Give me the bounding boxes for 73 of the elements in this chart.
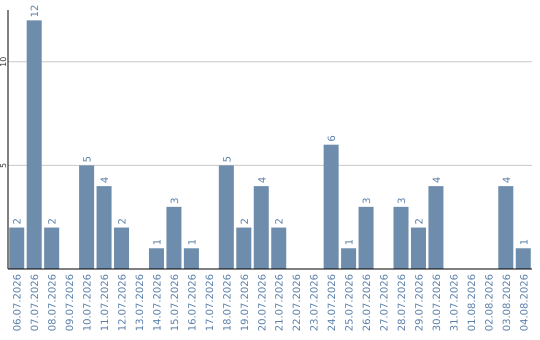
bar: [114, 228, 130, 269]
x-tick-label: 29.07.2026: [414, 274, 426, 332]
data-label: 4: [432, 176, 443, 184]
x-tick-label: 11.07.2026: [100, 274, 112, 332]
bar: [148, 248, 164, 269]
x-tick-label: 17.07.2026: [204, 274, 216, 332]
x-tick-label: 31.07.2026: [449, 274, 460, 332]
x-tick-label: 02.08.2026: [484, 274, 496, 332]
bar: [341, 248, 356, 269]
x-tick-label: 26.07.2026: [362, 274, 374, 332]
x-tick-label: 04.08.2026: [519, 274, 530, 332]
x-tick-label: 22.07.2026: [292, 274, 304, 332]
x-tick-label: 20.07.2026: [257, 274, 268, 332]
x-tick-label: 24.07.2026: [327, 274, 338, 332]
bar: [96, 186, 112, 269]
x-tick-label: 25.07.2026: [344, 274, 356, 332]
x-tick-label: 07.07.2026: [30, 274, 42, 332]
bar: [498, 186, 514, 269]
x-tick-label: 03.08.2026: [502, 274, 513, 332]
data-label: 4: [257, 176, 268, 184]
bar: [393, 206, 409, 269]
bar: [254, 186, 269, 269]
data-label: 2: [118, 218, 129, 225]
x-tick-label: 28.07.2026: [397, 274, 408, 332]
y-tick-label: 10: [0, 56, 8, 67]
data-label: 2: [274, 218, 286, 225]
data-label: 3: [397, 197, 408, 204]
x-tick-label: 01.08.2026: [466, 274, 478, 332]
bar: [271, 228, 286, 269]
bar: [184, 248, 199, 269]
x-tick-label: 18.07.2026: [222, 274, 234, 332]
bar: [428, 186, 444, 269]
bar: [26, 20, 42, 269]
x-tick-label: 10.07.2026: [82, 274, 94, 332]
bar: [44, 228, 60, 269]
bar: [410, 228, 426, 269]
bar: [79, 165, 94, 269]
x-tick-label: 14.07.2026: [152, 274, 164, 332]
x-tick-label: 16.07.2026: [187, 274, 198, 332]
x-tick-label: 15.07.2026: [170, 274, 181, 332]
x-tick-label: 27.07.2026: [380, 274, 391, 332]
x-tick-label: 30.07.2026: [432, 274, 443, 332]
data-label: 1: [519, 238, 530, 246]
bar: [324, 144, 339, 269]
data-label: 6: [327, 135, 338, 142]
x-tick-label: 12.07.2026: [118, 274, 129, 332]
x-tick-label: 09.07.2026: [65, 274, 76, 332]
data-label: 1: [187, 238, 198, 246]
data-label: 4: [100, 176, 112, 184]
x-tick-label: 23.07.2026: [310, 274, 321, 332]
x-tick-label: 19.07.2026: [240, 274, 251, 332]
data-label: 2: [240, 218, 251, 225]
bar: [516, 248, 531, 269]
x-tick-label: 13.07.2026: [135, 274, 146, 332]
data-label: 2: [12, 218, 24, 225]
bar: [9, 228, 24, 269]
bar: [166, 206, 182, 269]
x-tick-label: 06.07.2026: [12, 274, 24, 332]
data-label: 2: [414, 218, 426, 225]
data-label: 1: [152, 238, 164, 246]
data-label: 1: [344, 238, 356, 246]
x-tick-label: 08.07.2026: [48, 274, 59, 332]
bar: [218, 165, 234, 269]
bar: [358, 206, 374, 269]
data-label: 4: [502, 176, 513, 184]
data-label: 5: [222, 156, 234, 162]
x-tick-label: 21.07.2026: [274, 274, 286, 332]
data-label: 3: [362, 197, 374, 204]
data-label: 3: [170, 197, 181, 204]
data-label: 2: [48, 218, 59, 225]
data-label: 12: [30, 4, 42, 18]
data-label: 5: [82, 156, 94, 162]
bar: [236, 228, 252, 269]
